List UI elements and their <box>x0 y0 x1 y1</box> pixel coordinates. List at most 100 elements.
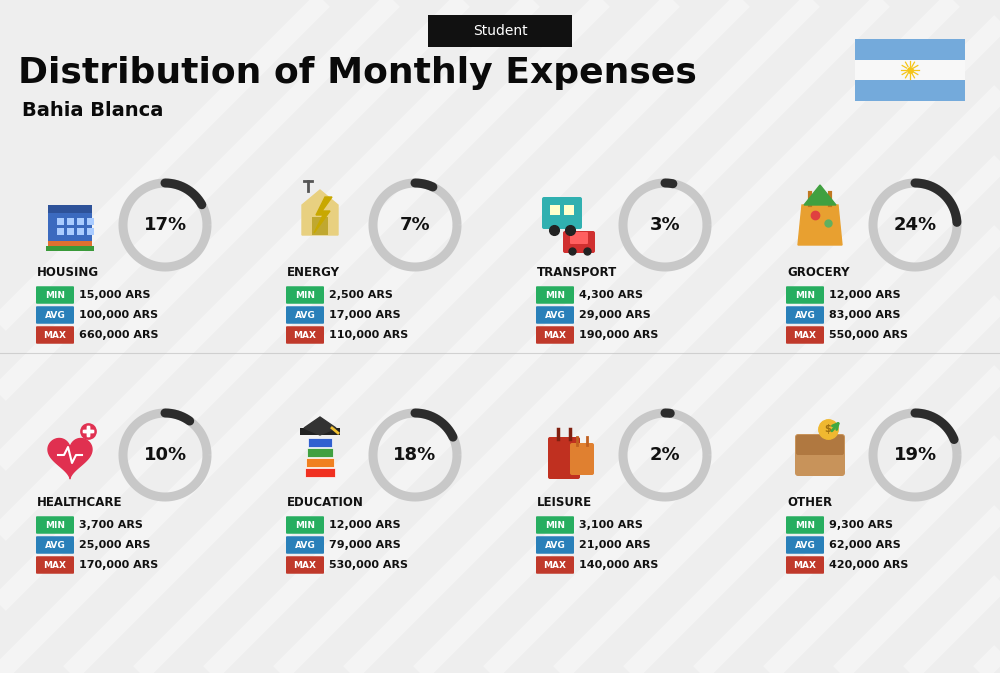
FancyBboxPatch shape <box>77 218 84 225</box>
Text: $: $ <box>825 424 831 434</box>
Text: AVG: AVG <box>45 540 65 549</box>
Text: MAX: MAX <box>794 561 817 569</box>
FancyBboxPatch shape <box>57 218 64 225</box>
Polygon shape <box>48 439 92 479</box>
FancyBboxPatch shape <box>428 15 572 47</box>
FancyBboxPatch shape <box>563 231 595 253</box>
Text: 550,000 ARS: 550,000 ARS <box>829 330 908 340</box>
Text: MIN: MIN <box>795 291 815 299</box>
Text: 420,000 ARS: 420,000 ARS <box>829 560 908 570</box>
FancyBboxPatch shape <box>67 228 74 235</box>
Text: 17,000 ARS: 17,000 ARS <box>329 310 401 320</box>
Text: Bahia Blanca: Bahia Blanca <box>22 102 163 120</box>
FancyBboxPatch shape <box>536 326 574 344</box>
Text: 9,300 ARS: 9,300 ARS <box>829 520 893 530</box>
FancyBboxPatch shape <box>286 516 324 534</box>
Text: 140,000 ARS: 140,000 ARS <box>579 560 658 570</box>
Text: MAX: MAX <box>294 561 316 569</box>
Text: MIN: MIN <box>545 520 565 530</box>
FancyBboxPatch shape <box>36 286 74 304</box>
FancyBboxPatch shape <box>786 326 824 344</box>
Text: 530,000 ARS: 530,000 ARS <box>329 560 408 570</box>
FancyBboxPatch shape <box>536 557 574 574</box>
Text: 12,000 ARS: 12,000 ARS <box>829 290 901 300</box>
Text: 3,700 ARS: 3,700 ARS <box>79 520 143 530</box>
FancyBboxPatch shape <box>286 557 324 574</box>
Text: 62,000 ARS: 62,000 ARS <box>829 540 901 550</box>
Text: 170,000 ARS: 170,000 ARS <box>79 560 158 570</box>
Text: 7%: 7% <box>400 216 430 234</box>
FancyBboxPatch shape <box>536 536 574 554</box>
FancyBboxPatch shape <box>312 217 328 235</box>
FancyBboxPatch shape <box>48 241 92 247</box>
FancyBboxPatch shape <box>536 516 574 534</box>
Text: 10%: 10% <box>143 446 187 464</box>
FancyBboxPatch shape <box>786 557 824 574</box>
FancyBboxPatch shape <box>36 557 74 574</box>
Text: 12,000 ARS: 12,000 ARS <box>329 520 401 530</box>
Polygon shape <box>798 205 842 245</box>
Text: MIN: MIN <box>295 291 315 299</box>
FancyBboxPatch shape <box>57 228 64 235</box>
Text: EDUCATION: EDUCATION <box>287 495 364 509</box>
Text: Student: Student <box>473 24 527 38</box>
Text: 24%: 24% <box>893 216 937 234</box>
Text: 110,000 ARS: 110,000 ARS <box>329 330 408 340</box>
Text: 100,000 ARS: 100,000 ARS <box>79 310 158 320</box>
FancyBboxPatch shape <box>786 536 824 554</box>
FancyBboxPatch shape <box>305 468 335 477</box>
FancyBboxPatch shape <box>307 448 333 457</box>
Text: MAX: MAX <box>794 330 817 339</box>
Text: AVG: AVG <box>795 540 815 549</box>
FancyBboxPatch shape <box>796 435 844 455</box>
FancyBboxPatch shape <box>855 80 965 101</box>
Text: 29,000 ARS: 29,000 ARS <box>579 310 651 320</box>
FancyBboxPatch shape <box>786 306 824 324</box>
FancyBboxPatch shape <box>786 286 824 304</box>
Text: HEALTHCARE: HEALTHCARE <box>37 495 122 509</box>
FancyBboxPatch shape <box>564 205 574 215</box>
Text: 21,000 ARS: 21,000 ARS <box>579 540 651 550</box>
FancyBboxPatch shape <box>36 306 74 324</box>
Text: 190,000 ARS: 190,000 ARS <box>579 330 658 340</box>
Text: MAX: MAX <box>44 330 66 339</box>
Text: HOUSING: HOUSING <box>37 266 99 279</box>
Text: 25,000 ARS: 25,000 ARS <box>79 540 150 550</box>
Polygon shape <box>314 197 332 233</box>
Polygon shape <box>304 417 336 435</box>
Text: MAX: MAX <box>544 561 566 569</box>
Polygon shape <box>302 190 338 235</box>
Text: AVG: AVG <box>545 540 565 549</box>
FancyBboxPatch shape <box>67 218 74 225</box>
Text: MAX: MAX <box>294 330 316 339</box>
FancyBboxPatch shape <box>286 326 324 344</box>
Text: 3,100 ARS: 3,100 ARS <box>579 520 643 530</box>
Text: Distribution of Monthly Expenses: Distribution of Monthly Expenses <box>18 56 697 90</box>
FancyBboxPatch shape <box>87 228 94 235</box>
Text: MAX: MAX <box>544 330 566 339</box>
FancyBboxPatch shape <box>36 536 74 554</box>
Text: 17%: 17% <box>143 216 187 234</box>
FancyBboxPatch shape <box>855 39 965 60</box>
Text: 18%: 18% <box>393 446 437 464</box>
Text: 79,000 ARS: 79,000 ARS <box>329 540 401 550</box>
Text: 3%: 3% <box>650 216 680 234</box>
FancyBboxPatch shape <box>536 286 574 304</box>
Text: AVG: AVG <box>295 540 315 549</box>
Text: AVG: AVG <box>795 310 815 320</box>
Text: GROCERY: GROCERY <box>787 266 850 279</box>
FancyBboxPatch shape <box>46 246 94 251</box>
Text: MIN: MIN <box>45 520 65 530</box>
Text: AVG: AVG <box>45 310 65 320</box>
FancyBboxPatch shape <box>795 434 845 476</box>
Text: OTHER: OTHER <box>787 495 832 509</box>
FancyBboxPatch shape <box>77 228 84 235</box>
FancyBboxPatch shape <box>48 205 92 243</box>
Text: MIN: MIN <box>795 520 815 530</box>
Text: 660,000 ARS: 660,000 ARS <box>79 330 158 340</box>
FancyBboxPatch shape <box>855 60 965 80</box>
Text: 15,000 ARS: 15,000 ARS <box>79 290 150 300</box>
Text: LEISURE: LEISURE <box>537 495 592 509</box>
FancyBboxPatch shape <box>286 306 324 324</box>
Text: MIN: MIN <box>45 291 65 299</box>
